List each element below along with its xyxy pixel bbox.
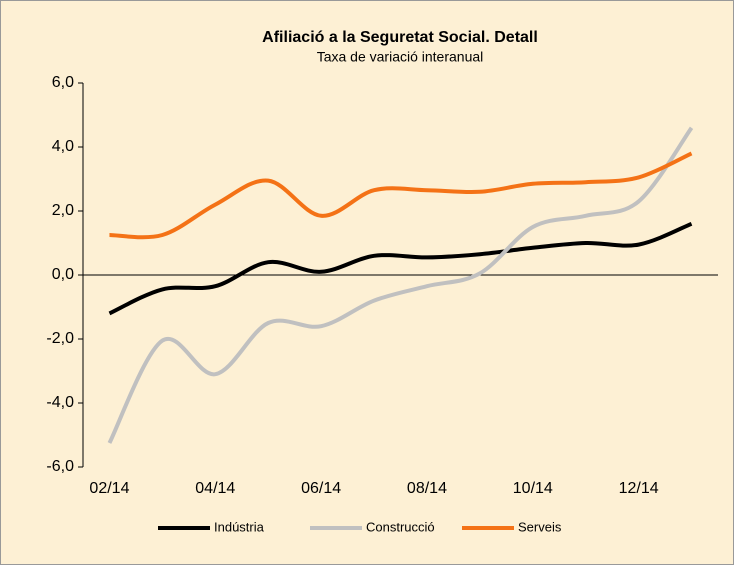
y-tick-label: 4,0 [52,138,74,155]
x-tick-label: 04/14 [195,480,235,497]
y-tick-label: 2,0 [52,202,74,219]
y-tick-label: 6,0 [52,74,74,91]
chart-subtitle: Taxa de variació interanual [317,49,484,65]
x-tick-label: 02/14 [89,480,129,497]
x-tick-label: 12/14 [619,480,659,497]
legend-label: Indústria [214,519,265,534]
series-line [109,151,693,240]
x-tick-label: 10/14 [513,480,553,497]
chart-title: Afiliació a la Seguretat Social. Detall [262,29,538,46]
y-tick-label: -6,0 [46,458,74,475]
y-tick-label: -2,0 [46,330,74,347]
y-tick-label: 0,0 [52,266,74,283]
legend-label: Construcció [366,519,435,534]
x-tick-label: 08/14 [407,480,447,497]
series-line [107,126,694,444]
legend-label: Serveis [518,519,562,534]
y-tick-label: -4,0 [46,394,74,411]
series-line [108,221,693,316]
x-tick-label: 06/14 [301,480,341,497]
